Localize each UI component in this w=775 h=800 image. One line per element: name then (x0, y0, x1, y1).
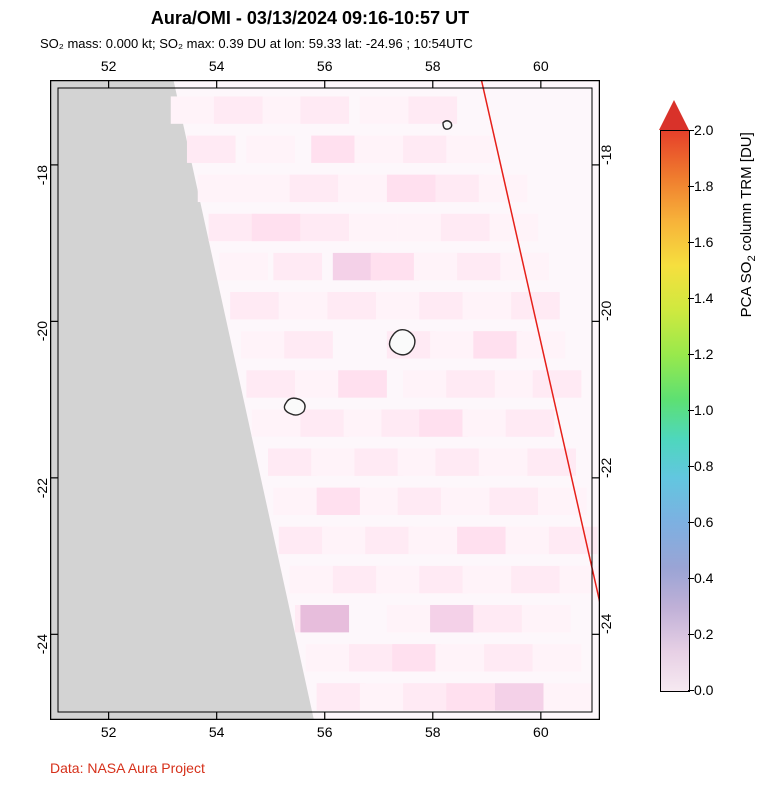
colorbar-gradient (660, 130, 690, 692)
map-svg (50, 80, 600, 720)
colorbar: 0.00.20.40.60.81.01.21.41.61.82.0 PCA SO… (650, 100, 760, 710)
chart-title: Aura/OMI - 03/13/2024 09:16-10:57 UT (0, 8, 620, 29)
colorbar-overflow-arrow (659, 100, 689, 130)
colorbar-label: PCA SO2 column TRM [DU] (738, 132, 758, 317)
map-plot (50, 80, 600, 720)
chart-subtitle: SO₂ mass: 0.000 kt; SO₂ max: 0.39 DU at … (40, 36, 473, 51)
data-credit: Data: NASA Aura Project (50, 760, 205, 776)
